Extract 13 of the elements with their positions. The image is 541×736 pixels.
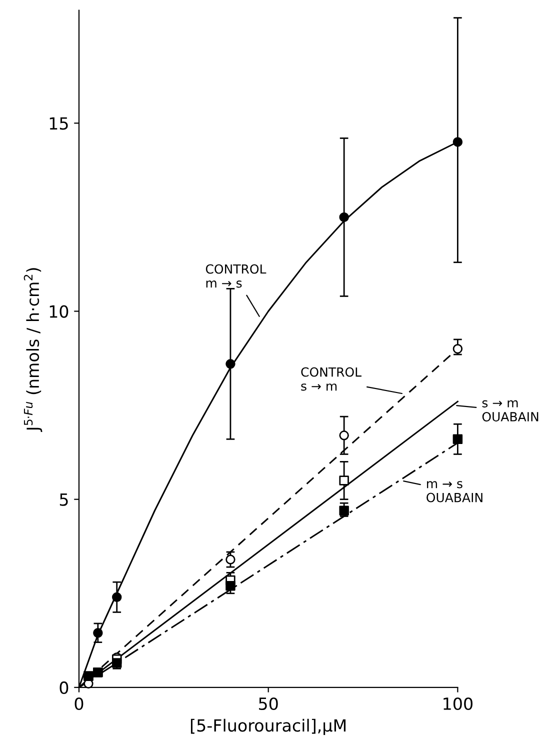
x-tick-label: 50 bbox=[259, 697, 278, 710]
annotation: CONTROL s → m bbox=[301, 367, 362, 391]
y-axis-title: J$^{5·Fu}$ (nmols / h·cm$^{2}$) bbox=[24, 268, 42, 432]
y-tick-label: 10 bbox=[50, 305, 68, 318]
y-tick-label: 5 bbox=[60, 494, 68, 506]
x-tick-label: 0 bbox=[74, 697, 84, 710]
y-tick-label: 15 bbox=[50, 117, 68, 130]
annotation: s → m OUABAIN bbox=[482, 400, 538, 422]
x-tick-label: 100 bbox=[444, 697, 472, 710]
y-tick-label: 0 bbox=[60, 681, 68, 694]
annotation: m → s OUABAIN bbox=[426, 481, 482, 502]
annotation: CONTROL m → s bbox=[206, 264, 266, 288]
x-axis-title: [5-Fluorouracil],μM bbox=[190, 718, 346, 735]
